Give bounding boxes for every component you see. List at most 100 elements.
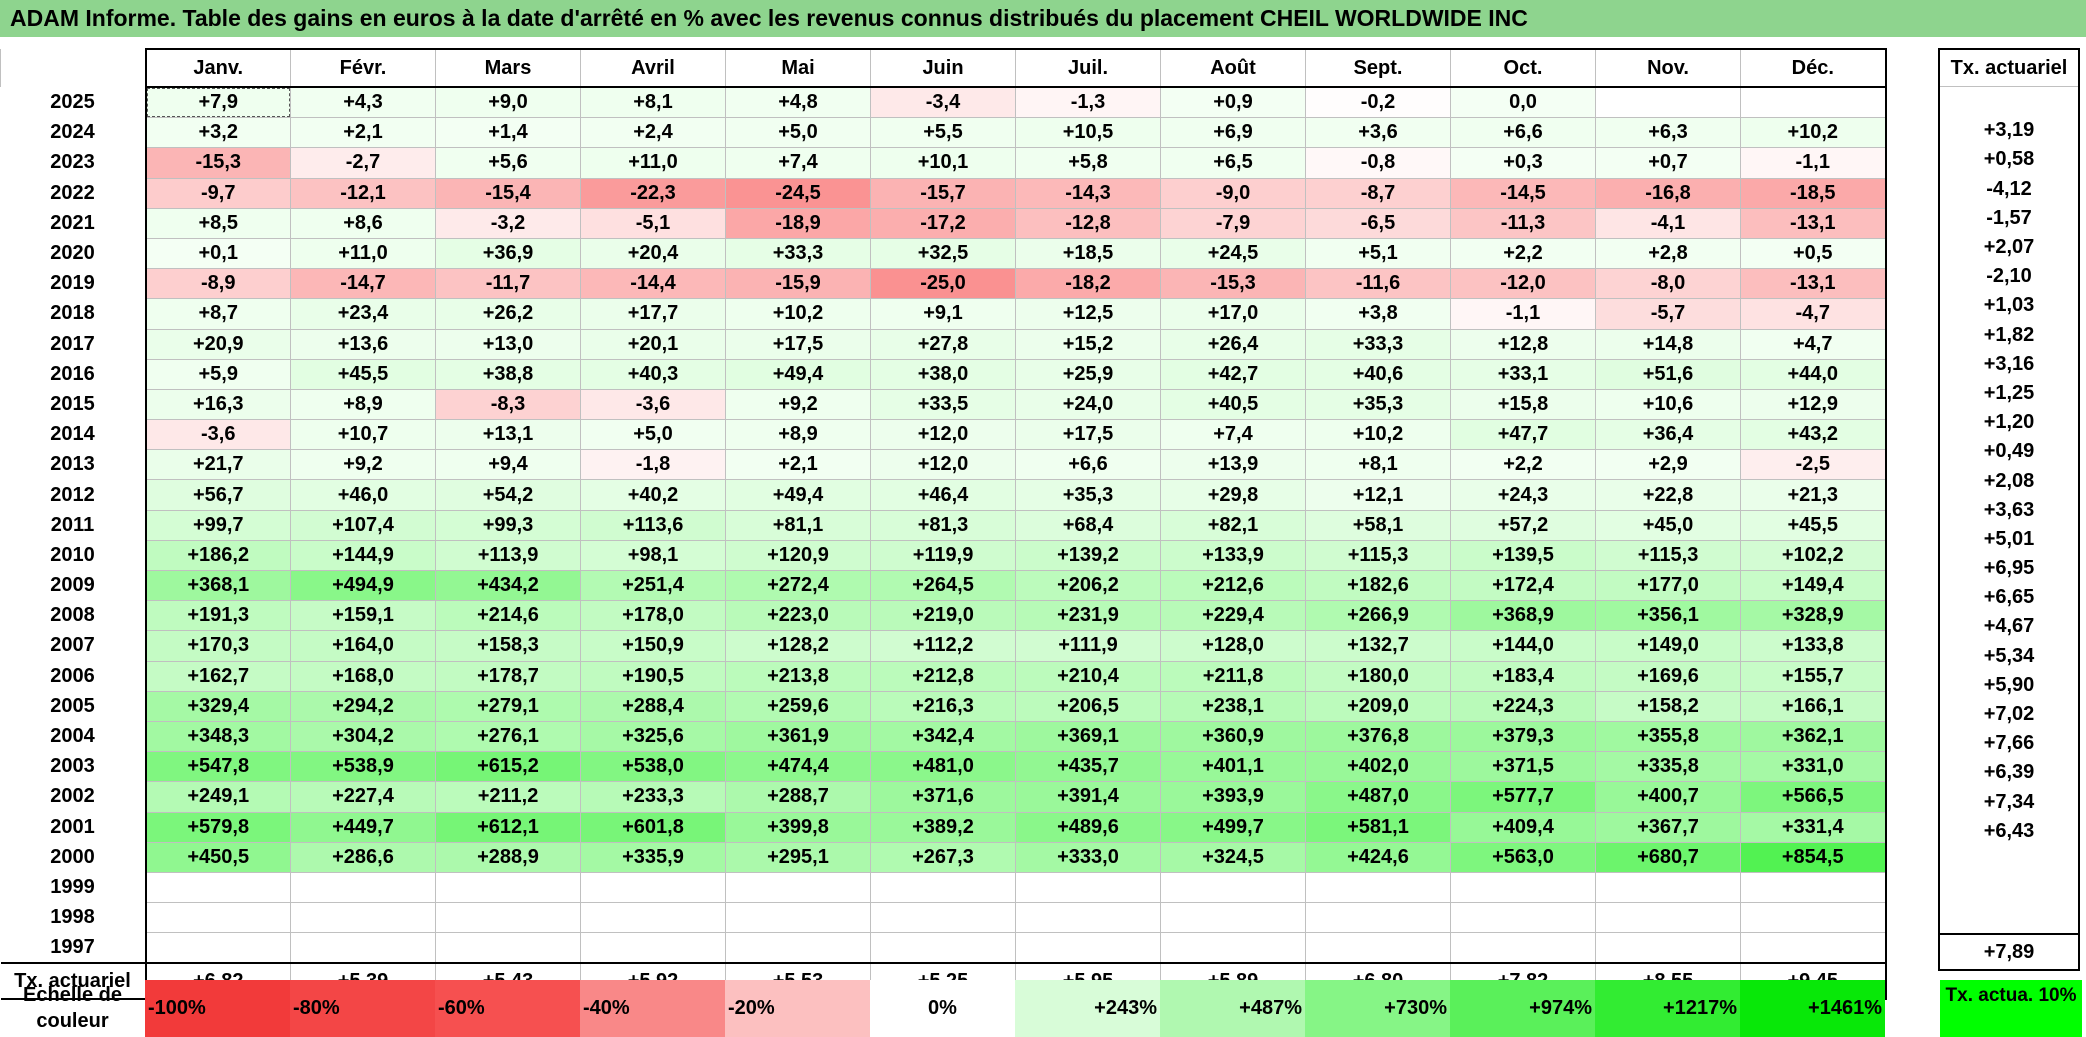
color-scale-cell: +730%: [1305, 980, 1450, 1037]
month-header: Juil.: [1015, 48, 1161, 87]
gain-cell: +47,7: [1450, 419, 1596, 450]
month-header: Mars: [435, 48, 581, 87]
gain-cell: +331,0: [1740, 751, 1887, 782]
rate-cell: +0,58: [1938, 145, 2080, 175]
gain-cell: +409,4: [1450, 811, 1596, 843]
rate-cell: -1,57: [1938, 203, 2080, 233]
year-label: 2015: [50, 392, 95, 415]
gain-cell: +8,7: [144, 298, 291, 329]
gain-cell: +54,2: [435, 479, 581, 511]
rate-cell: [1938, 86, 2080, 117]
gain-cell: +7,4: [1160, 419, 1306, 450]
gain-cell: +158,3: [435, 630, 581, 662]
gain-cell: +348,3: [144, 720, 291, 752]
color-scale-cell: +1461%: [1740, 980, 1885, 1037]
gain-cell: [1305, 902, 1451, 933]
gain-cell: +113,9: [435, 539, 581, 571]
gain-cell: -3,6: [144, 419, 291, 450]
color-scale-cell: -60%: [435, 980, 580, 1037]
gain-cell: +24,0: [1015, 388, 1161, 420]
rate-cell: +7,34: [1938, 787, 2080, 817]
gain-cell: +435,7: [1015, 751, 1161, 782]
gain-cell: -15,3: [144, 147, 291, 179]
gain-cell: +45,0: [1595, 509, 1741, 541]
gain-cell: +40,3: [580, 358, 726, 390]
table-row: 2020 +0,1 +11,0 +36,9 +20,4 +33,3 +32,5 +18,5 +2…: [1, 237, 1887, 269]
year-label: 2002: [50, 785, 95, 808]
gain-cell: +18,5: [1015, 237, 1161, 269]
gain-cell: +42,7: [1160, 358, 1306, 390]
gain-cell: -4,1: [1595, 207, 1741, 239]
gain-cell: +331,4: [1740, 811, 1887, 843]
gain-cell: +10,2: [1305, 419, 1451, 450]
month-header: Sept.: [1305, 48, 1451, 87]
gain-cell: +10,2: [1740, 117, 1887, 148]
gain-cell: +166,1: [1740, 690, 1887, 722]
year-label: 2012: [50, 483, 95, 506]
gain-cell: +335,8: [1595, 751, 1741, 782]
gain-cell: +615,2: [435, 751, 581, 782]
gain-cell: +190,5: [580, 660, 726, 692]
gain-cell: +10,5: [1015, 117, 1161, 148]
year-label: 2004: [50, 725, 95, 748]
table-row: 2015 +16,3 +8,9 -8,3 -3,6 +9,2 +33,5 +24,0 +40,5…: [1, 388, 1887, 420]
month-header: Févr.: [290, 48, 436, 87]
year-label: 2009: [50, 574, 95, 597]
gain-cell: +8,1: [1305, 449, 1451, 480]
gain-cell: +33,5: [870, 388, 1016, 420]
gain-cell: +26,4: [1160, 328, 1306, 360]
gain-cell: [870, 871, 1016, 903]
gain-cell: +128,2: [725, 630, 871, 662]
table-row: 2016 +5,9 +45,5 +38,8 +40,3 +49,4 +38,0 +25,9 +4…: [1, 358, 1887, 390]
gain-cell: +371,5: [1450, 751, 1596, 782]
color-scale-cell: -20%: [725, 980, 870, 1037]
gain-cell: +376,8: [1305, 720, 1451, 752]
gain-cell: [1740, 86, 1887, 118]
gain-cell: +5,0: [725, 117, 871, 148]
gain-cell: +206,2: [1015, 569, 1161, 601]
gain-cell: +6,6: [1015, 449, 1161, 480]
month-header: Nov.: [1595, 48, 1741, 87]
year-label: 2017: [50, 332, 95, 355]
gain-cell: +399,8: [725, 811, 871, 843]
gain-cell: +81,3: [870, 509, 1016, 541]
gain-cell: +487,0: [1305, 781, 1451, 812]
color-scale-cell: +974%: [1450, 980, 1595, 1037]
gain-cell: +5,0: [580, 419, 726, 450]
gain-cell: +98,1: [580, 539, 726, 571]
gain-cell: +132,7: [1305, 630, 1451, 662]
gain-cell: +400,7: [1595, 781, 1741, 812]
gain-cell: +33,1: [1450, 358, 1596, 390]
rate-cell: +1,82: [1938, 320, 2080, 350]
color-scale-cell: 0%: [870, 980, 1015, 1037]
month-header: Oct.: [1450, 48, 1596, 87]
table-row: 1998: [1, 902, 1887, 933]
gain-cell: +295,1: [725, 841, 871, 873]
gain-cell: +40,6: [1305, 358, 1451, 390]
gain-cell: +9,0: [435, 86, 581, 118]
gain-cell: -5,7: [1595, 298, 1741, 329]
gain-cell: +9,1: [870, 298, 1016, 329]
table-row: 2000 +450,5 +286,6 +288,9 +335,9 +295,1 +267,3…: [1, 841, 1887, 873]
year-label: 2024: [50, 121, 95, 144]
gain-cell: -11,6: [1305, 268, 1451, 299]
rate-table: Tx. actuariel +3,19 +0,58 -4,12 -1,57 +2,07 -2…: [1938, 48, 2080, 972]
gain-cell: +6,3: [1595, 117, 1741, 148]
gain-cell: +29,8: [1160, 479, 1306, 511]
gain-cell: +8,9: [290, 388, 436, 420]
table-row: 2009 +368,1 +494,9 +434,2 +251,4 +272,4 +264,5…: [1, 569, 1887, 601]
gain-cell: +238,1: [1160, 690, 1306, 722]
month-header: Déc.: [1740, 48, 1887, 87]
gain-cell: -14,4: [580, 268, 726, 299]
gain-cell: +14,8: [1595, 328, 1741, 360]
gain-cell: +259,6: [725, 690, 871, 722]
gain-cell: +44,0: [1740, 358, 1887, 390]
gain-cell: +81,1: [725, 509, 871, 541]
gain-cell: -1,1: [1450, 298, 1596, 329]
gain-cell: -8,7: [1305, 177, 1451, 209]
gain-cell: [1450, 871, 1596, 903]
gain-cell: +7,4: [725, 147, 871, 179]
table-row: 2012 +56,7 +46,0 +54,2 +40,2 +49,4 +46,4 +35,3 +…: [1, 479, 1887, 511]
gain-cell: +22,8: [1595, 479, 1741, 511]
gain-cell: [1595, 871, 1741, 903]
